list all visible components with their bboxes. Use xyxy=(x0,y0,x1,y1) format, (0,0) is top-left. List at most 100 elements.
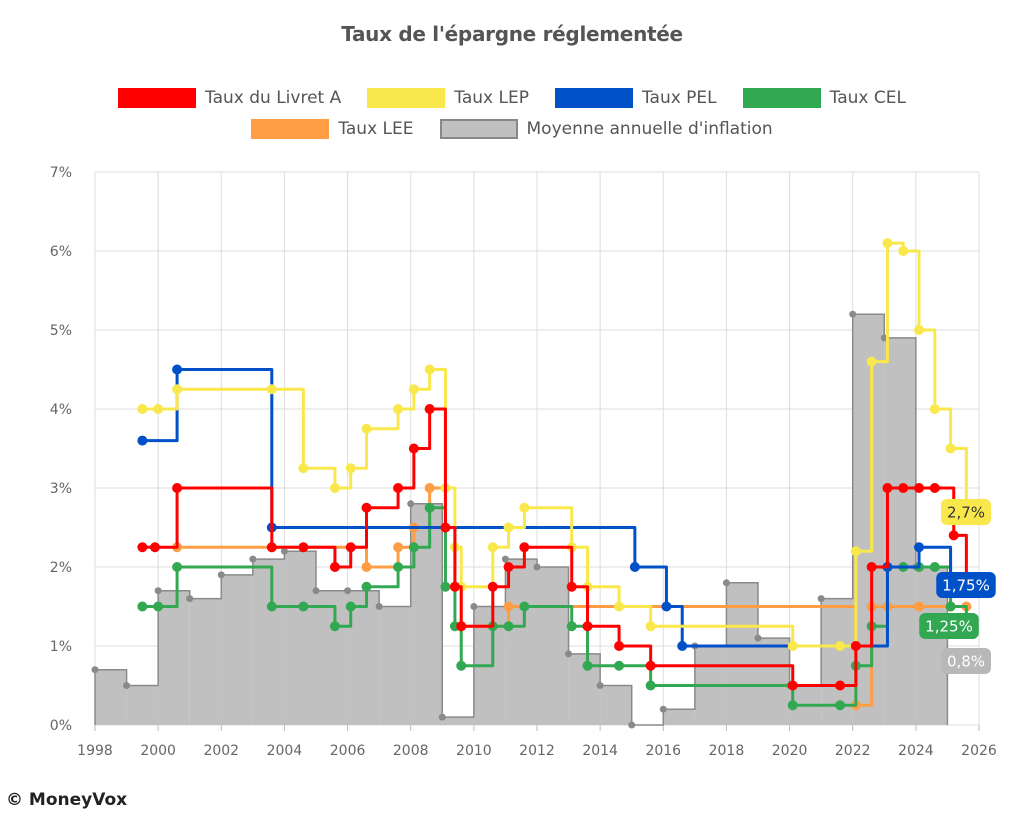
point-lep xyxy=(153,404,164,414)
legend-swatch-inflation xyxy=(439,119,518,139)
series-livret-a xyxy=(137,404,972,691)
point-cel xyxy=(345,601,356,612)
point-lep xyxy=(487,542,498,553)
point-cel xyxy=(787,700,798,711)
point-lep xyxy=(503,522,514,533)
point-cel xyxy=(393,562,404,572)
point-livret-a xyxy=(424,404,435,414)
x-tick-label: 1998 xyxy=(77,743,113,759)
inflation-point xyxy=(438,713,446,721)
point-pel xyxy=(629,562,640,572)
legend-label-lep: Taux LEP xyxy=(454,88,529,108)
inflation-bar xyxy=(884,337,916,725)
legend-item-inflation[interactable]: Moyenne annuelle d'inflation xyxy=(439,119,773,139)
point-cel xyxy=(456,660,467,671)
y-tick-label: 5% xyxy=(50,323,72,339)
point-cel xyxy=(503,621,514,632)
legend-label-lee: Taux LEE xyxy=(338,119,414,139)
point-livret-a xyxy=(645,660,656,671)
inflation-bar xyxy=(189,598,222,725)
point-lep xyxy=(614,601,625,612)
point-lep xyxy=(850,546,861,557)
legend-item-livret-a[interactable]: Taux du Livret A xyxy=(118,88,341,108)
inflation-bar xyxy=(600,685,632,725)
point-livret-a xyxy=(898,483,909,493)
inflation-bar xyxy=(316,590,348,725)
copyright-text: © MoneyVox xyxy=(6,790,128,810)
y-tick-label: 7% xyxy=(50,165,72,181)
point-lep xyxy=(298,463,309,474)
point-cel xyxy=(614,660,625,671)
inflation-point xyxy=(533,563,541,571)
point-cel xyxy=(519,601,530,612)
point-cel xyxy=(835,700,846,711)
point-cel xyxy=(929,562,940,572)
y-tick-label: 6% xyxy=(50,244,72,260)
point-lep xyxy=(882,238,893,249)
inflation-bar xyxy=(726,582,758,725)
inflation-bar xyxy=(663,709,695,725)
inflation-bar xyxy=(505,559,537,725)
inflation-point xyxy=(407,500,415,508)
point-lep xyxy=(929,404,940,414)
point-lep xyxy=(361,423,372,434)
inflation-bar xyxy=(252,559,285,725)
point-cel xyxy=(645,680,656,691)
point-livret-a xyxy=(137,542,148,553)
point-cel xyxy=(329,621,340,632)
x-tick-label: 2020 xyxy=(772,743,808,759)
end-label-box xyxy=(941,648,991,674)
legend-item-pel[interactable]: Taux PEL xyxy=(554,88,717,108)
point-lep xyxy=(914,325,925,335)
point-lep xyxy=(172,384,183,395)
inflation-bar xyxy=(284,551,316,725)
inflation-series xyxy=(91,310,949,729)
x-tick-label: 2006 xyxy=(330,743,366,759)
point-cel xyxy=(440,581,451,592)
point-pel xyxy=(137,435,148,446)
series-line-lep xyxy=(142,241,968,648)
chart-title: Taux de l'épargne réglementée xyxy=(341,22,683,46)
point-cel xyxy=(137,601,148,612)
inflation-bar xyxy=(410,503,443,725)
inflation-point xyxy=(312,587,320,595)
legend-item-lee[interactable]: Taux LEE xyxy=(251,119,414,139)
inflation-point xyxy=(123,682,131,689)
point-cel xyxy=(266,601,277,612)
legend-item-cel[interactable]: Taux CEL xyxy=(742,88,906,108)
end-label-text: 0,8% xyxy=(947,653,985,671)
legend-label-livret-a: Taux du Livret A xyxy=(205,88,342,108)
legend-swatch-livret-a xyxy=(118,88,197,108)
point-lep xyxy=(393,404,404,414)
point-lep xyxy=(645,621,656,632)
point-livret-a xyxy=(835,680,846,691)
x-tick-label: 2002 xyxy=(203,743,239,759)
point-livret-a xyxy=(929,483,940,493)
point-livret-a xyxy=(566,581,577,592)
point-livret-a xyxy=(172,483,183,493)
point-pel xyxy=(661,601,672,612)
inflation-bar xyxy=(758,638,790,725)
point-cel xyxy=(172,562,183,572)
inflation-point xyxy=(849,310,857,318)
point-livret-a xyxy=(503,562,514,572)
y-tick-label: 0% xyxy=(50,718,72,734)
inflation-point xyxy=(217,571,225,579)
point-lep xyxy=(266,384,277,395)
legend-item-lep[interactable]: Taux LEP xyxy=(367,88,529,108)
point-lee xyxy=(503,601,514,612)
point-pel xyxy=(172,364,183,375)
x-tick-label: 2004 xyxy=(267,743,303,759)
end-label-4: 0,8% xyxy=(941,648,991,674)
point-cel xyxy=(945,601,956,612)
inflation-bar xyxy=(537,567,569,725)
point-cel xyxy=(566,621,577,632)
inflation-point xyxy=(501,555,509,563)
point-lee xyxy=(361,562,372,572)
point-livret-a xyxy=(582,621,593,632)
point-livret-a xyxy=(519,542,530,553)
point-lep xyxy=(408,384,419,395)
legend-label-cel: Taux CEL xyxy=(829,88,906,108)
point-livret-a xyxy=(456,621,467,632)
x-tick-label: 2012 xyxy=(519,743,555,759)
